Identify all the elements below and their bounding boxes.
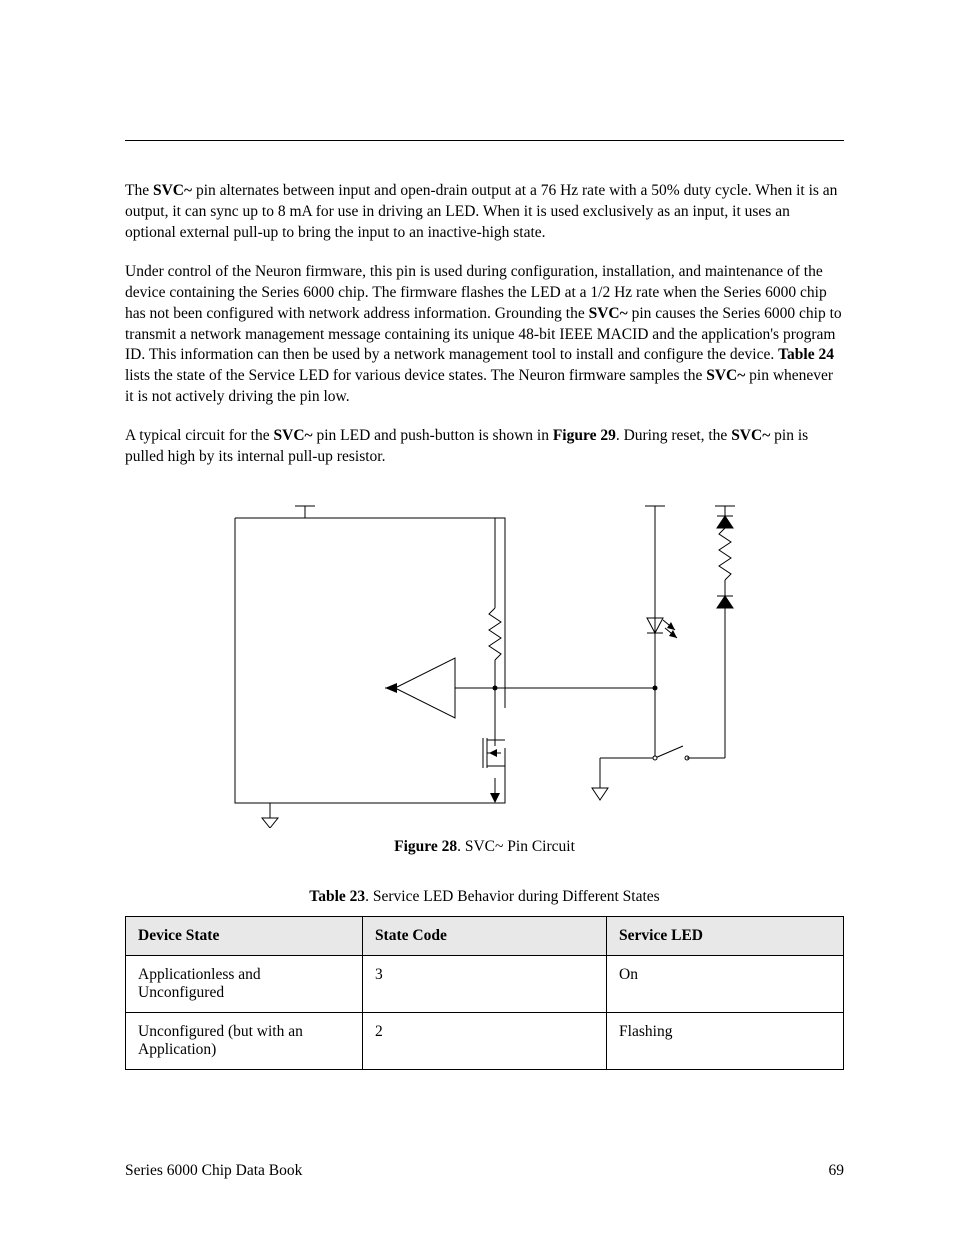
page-number: 69 (829, 1162, 845, 1180)
text: pin alternates between input and open-dr… (125, 182, 837, 241)
th-state-code: State Code (362, 917, 606, 956)
td: Flashing (607, 1013, 844, 1070)
page: The SVC~ pin alternates between input an… (0, 0, 954, 1235)
th-device-state: Device State (126, 917, 363, 956)
bold-text: SVC~ (706, 367, 745, 384)
circuit-diagram (205, 488, 765, 828)
th-service-led: Service LED (607, 917, 844, 956)
footer-title: Series 6000 Chip Data Book (125, 1162, 302, 1180)
text: The (125, 182, 153, 199)
figure-28: Figure 28. SVC~ Pin Circuit (125, 488, 844, 856)
text: pin LED and push-button is shown in (313, 427, 553, 444)
top-rule (125, 140, 844, 141)
td: Unconfigured (but with an Application) (126, 1013, 363, 1070)
caption-text: . SVC~ Pin Circuit (457, 838, 575, 855)
td: On (607, 956, 844, 1013)
table-row: Unconfigured (but with an Application) 2… (126, 1013, 844, 1070)
figure-caption: Figure 28. SVC~ Pin Circuit (125, 838, 844, 856)
paragraph-1: The SVC~ pin alternates between input an… (125, 181, 844, 244)
caption-bold: Table 23 (309, 888, 365, 905)
bold-text: Figure 29 (553, 427, 616, 444)
caption-text: . Service LED Behavior during Different … (365, 888, 660, 905)
bold-text: Table 24 (778, 346, 834, 363)
table-row: Applicationless and Unconfigured 3 On (126, 956, 844, 1013)
page-footer: Series 6000 Chip Data Book 69 (125, 1162, 844, 1180)
bold-text: SVC~ (731, 427, 770, 444)
caption-bold: Figure 28 (394, 838, 457, 855)
text: lists the state of the Service LED for v… (125, 367, 706, 384)
td: 2 (362, 1013, 606, 1070)
table-caption: Table 23. Service LED Behavior during Di… (125, 888, 844, 906)
paragraph-3: A typical circuit for the SVC~ pin LED a… (125, 426, 844, 468)
paragraph-2: Under control of the Neuron firmware, th… (125, 262, 844, 408)
text: A typical circuit for the (125, 427, 274, 444)
table-header-row: Device State State Code Service LED (126, 917, 844, 956)
td: Applicationless and Unconfigured (126, 956, 363, 1013)
bold-text: SVC~ (153, 182, 192, 199)
td: 3 (362, 956, 606, 1013)
bold-text: SVC~ (274, 427, 313, 444)
service-led-table: Device State State Code Service LED Appl… (125, 916, 844, 1070)
bold-text: SVC~ (589, 305, 628, 322)
text: . During reset, the (616, 427, 731, 444)
